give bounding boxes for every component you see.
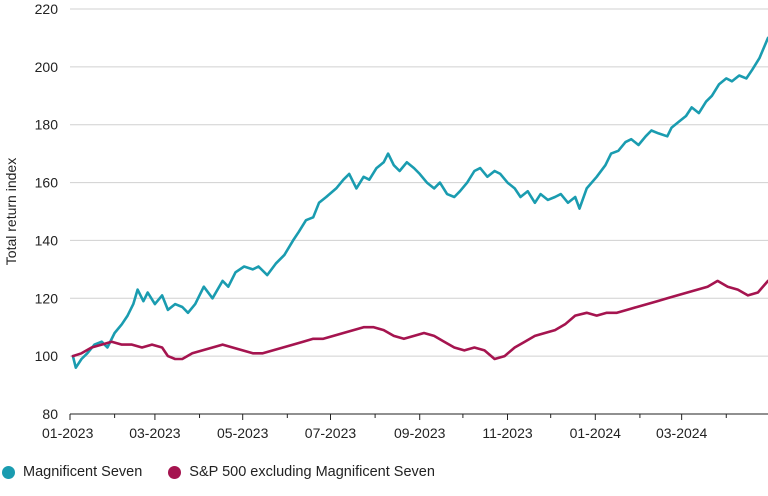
legend: Magnificent Seven S&P 500 excluding Magn… — [0, 460, 461, 484]
y-tick-label: 120 — [35, 290, 59, 306]
y-tick-label: 200 — [35, 59, 59, 75]
legend-swatch — [2, 465, 15, 479]
y-tick-label: 100 — [35, 348, 59, 364]
axes: 80 100 120 140 160 180 200 220 01-2023 03-2023 05-… — [35, 1, 768, 441]
y-tick-label: 180 — [35, 117, 59, 133]
y-tick-label: 140 — [35, 232, 59, 248]
legend-label: Magnificent Seven — [23, 464, 143, 480]
x-tick-label: 11-2023 — [482, 425, 533, 441]
x-tick-label: 01-2023 — [42, 425, 94, 441]
x-tick-label: 03-2024 — [656, 425, 708, 441]
legend-item-sp500-ex-mag7: S&P 500 excluding Magnificent Seven — [168, 464, 435, 480]
x-tick-label: 07-2023 — [305, 425, 357, 441]
y-tick-label: 220 — [35, 1, 59, 17]
x-tick-label: 05-2023 — [217, 425, 269, 441]
series-line-0 — [71, 36, 768, 370]
x-tick-label: 09-2023 — [394, 425, 446, 441]
series-lines — [71, 36, 768, 370]
y-tick-label: 160 — [35, 175, 59, 191]
series-line-1 — [71, 279, 768, 361]
legend-swatch — [168, 465, 182, 479]
gridlines — [70, 8, 768, 357]
y-tick-label: 80 — [42, 406, 58, 422]
x-tick-label: 01-2024 — [570, 425, 622, 441]
legend-item-magnificent-seven: Magnificent Seven — [2, 464, 142, 480]
x-tick-label: 03-2023 — [129, 425, 181, 441]
legend-label: S&P 500 excluding Magnificent Seven — [189, 464, 435, 480]
y-axis-label: Total return index — [3, 158, 19, 265]
